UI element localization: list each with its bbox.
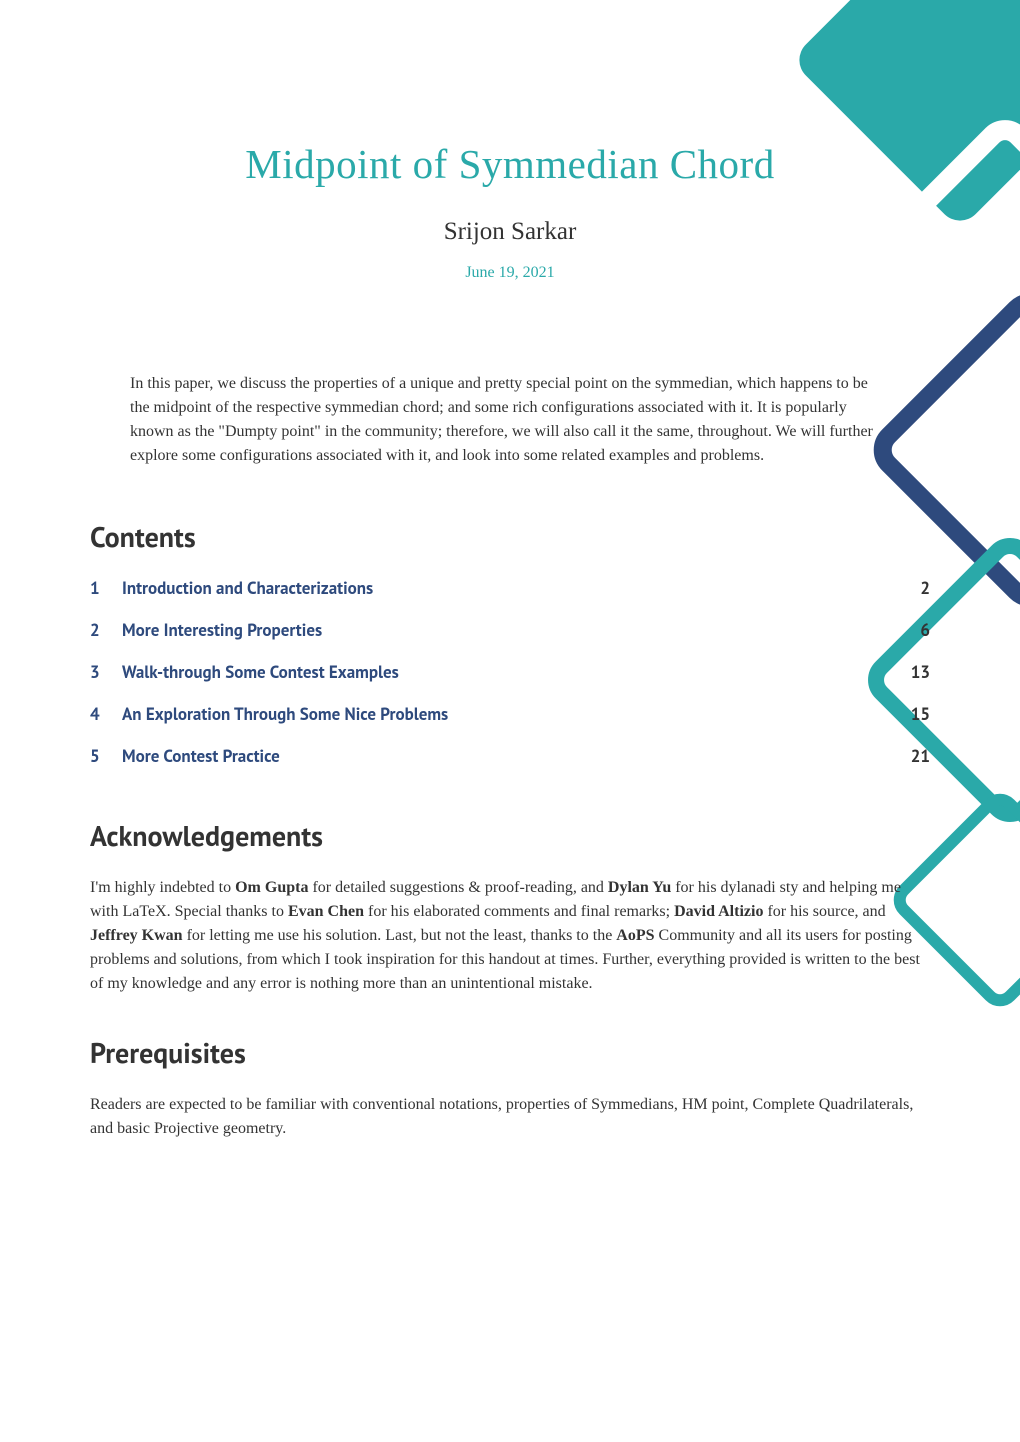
page-container: Midpoint of Symmedian Chord Srijon Sarka… xyxy=(0,0,1020,1239)
toc-number: 2 xyxy=(90,619,106,641)
acknowledgements-heading: Acknowledgements xyxy=(90,817,930,854)
toc-page: 21 xyxy=(911,745,930,767)
toc-title: Introduction and Characterizations xyxy=(122,577,373,599)
prerequisites-body: Readers are expected to be familiar with… xyxy=(90,1093,930,1141)
toc-number: 1 xyxy=(90,577,106,599)
paper-title: Midpoint of Symmedian Chord xyxy=(90,140,930,188)
toc-number: 5 xyxy=(90,745,106,767)
toc-title: Walk-through Some Contest Examples xyxy=(122,661,399,683)
toc-entry[interactable]: 3 Walk-through Some Contest Examples 13 xyxy=(90,661,930,683)
toc-entry[interactable]: 5 More Contest Practice 21 xyxy=(90,745,930,767)
toc-entry[interactable]: 1 Introduction and Characterizations 2 xyxy=(90,577,930,599)
toc-page: 6 xyxy=(920,619,930,641)
abstract-text: In this paper, we discuss the properties… xyxy=(130,372,890,468)
paper-date: June 19, 2021 xyxy=(90,264,930,282)
toc-title: More Interesting Properties xyxy=(122,619,322,641)
toc-page: 15 xyxy=(911,703,930,725)
toc-page: 2 xyxy=(920,577,930,599)
toc-number: 4 xyxy=(90,703,106,725)
prerequisites-heading: Prerequisites xyxy=(90,1034,930,1071)
toc-page: 13 xyxy=(911,661,930,683)
paper-author: Srijon Sarkar xyxy=(90,218,930,246)
contents-heading: Contents xyxy=(90,518,930,555)
toc-number: 3 xyxy=(90,661,106,683)
toc-title: An Exploration Through Some Nice Problem… xyxy=(122,703,448,725)
toc-entry[interactable]: 4 An Exploration Through Some Nice Probl… xyxy=(90,703,930,725)
toc-entry[interactable]: 2 More Interesting Properties 6 xyxy=(90,619,930,641)
toc-title: More Contest Practice xyxy=(122,745,280,767)
table-of-contents: 1 Introduction and Characterizations 2 2… xyxy=(90,577,930,767)
acknowledgements-body: I'm highly indebted to Om Gupta for deta… xyxy=(90,876,930,996)
